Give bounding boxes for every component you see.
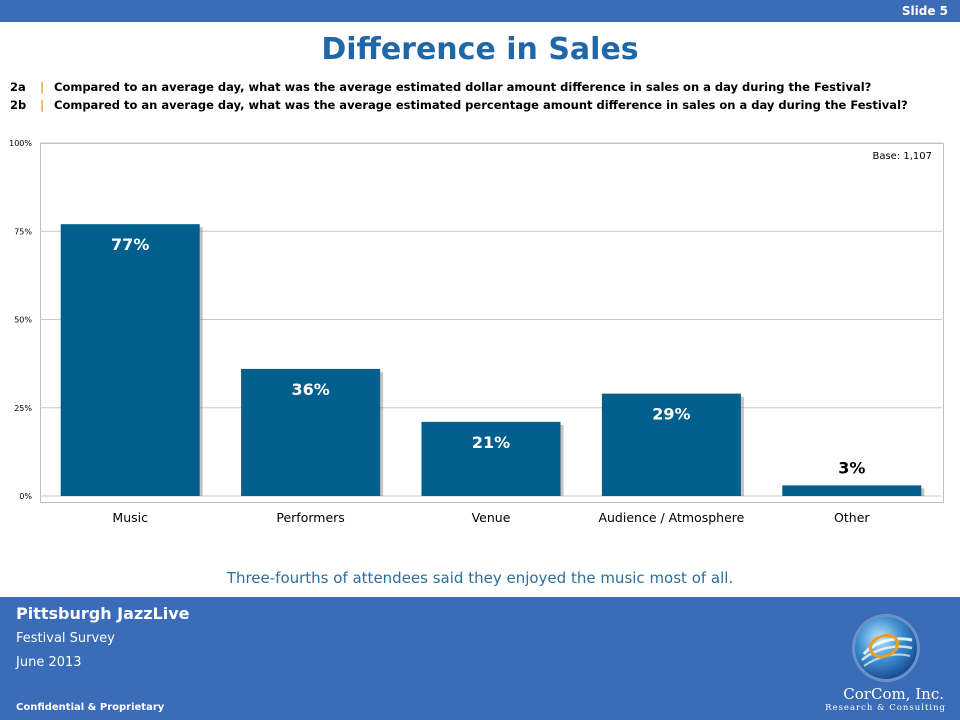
chart-caption: Three-fourths of attendees said they enj… [226, 569, 734, 587]
data-label: 21% [472, 433, 510, 452]
question-text: Compared to an average day, what was the… [54, 80, 872, 94]
x-tick-label: Music [112, 510, 148, 525]
question-id: 2b [10, 98, 27, 112]
slide-number: Slide 5 [901, 4, 948, 18]
base-label: Base: 1,107 [872, 151, 932, 162]
x-tick-label: Other [834, 510, 870, 525]
y-tick-label: 100% [9, 139, 32, 148]
question-separator: | [40, 98, 45, 112]
footer-date: June 2013 [16, 655, 82, 670]
confidential-label: Confidential & Proprietary [16, 702, 165, 713]
corcom-logo-icon [852, 614, 920, 682]
question-id: 2a [10, 80, 26, 94]
question-separator: | [40, 80, 45, 94]
question-row: 2a | Compared to an average day, what wa… [10, 78, 950, 96]
slide-title: Difference in Sales [321, 32, 639, 67]
bar [782, 485, 922, 496]
bar [421, 421, 561, 496]
bar [241, 368, 381, 496]
question-list: 2a | Compared to an average day, what wa… [10, 78, 950, 114]
header-bar: Slide 5 [0, 0, 960, 22]
brand-name: CorCom, Inc. [843, 685, 944, 703]
y-tick-label: 0% [19, 492, 32, 501]
footer-title: Pittsburgh JazzLive [16, 604, 190, 623]
bar [60, 224, 200, 496]
footer-subtitle: Festival Survey [16, 631, 115, 646]
bar [601, 393, 741, 496]
question-text: Compared to an average day, what was the… [54, 98, 908, 112]
question-row: 2b | Compared to an average day, what wa… [10, 96, 950, 114]
data-label: 29% [652, 405, 690, 424]
y-tick-label: 50% [14, 316, 32, 325]
brand-tagline: Research & Consulting [825, 703, 946, 713]
data-label: 77% [111, 235, 149, 254]
y-tick-label: 25% [14, 404, 32, 413]
bar-chart: 0% 25% 50% 75% 100% 77% Music 36% Performers 21% V… [9, 139, 942, 525]
x-tick-label: Performers [276, 510, 344, 525]
x-tick-label: Venue [472, 510, 511, 525]
y-tick-label: 75% [14, 227, 32, 236]
data-label: 36% [291, 380, 329, 399]
footer: Pittsburgh JazzLive Festival Survey June… [0, 597, 960, 720]
x-tick-label: Audience / Atmosphere [598, 510, 744, 525]
data-label: 3% [838, 458, 865, 477]
